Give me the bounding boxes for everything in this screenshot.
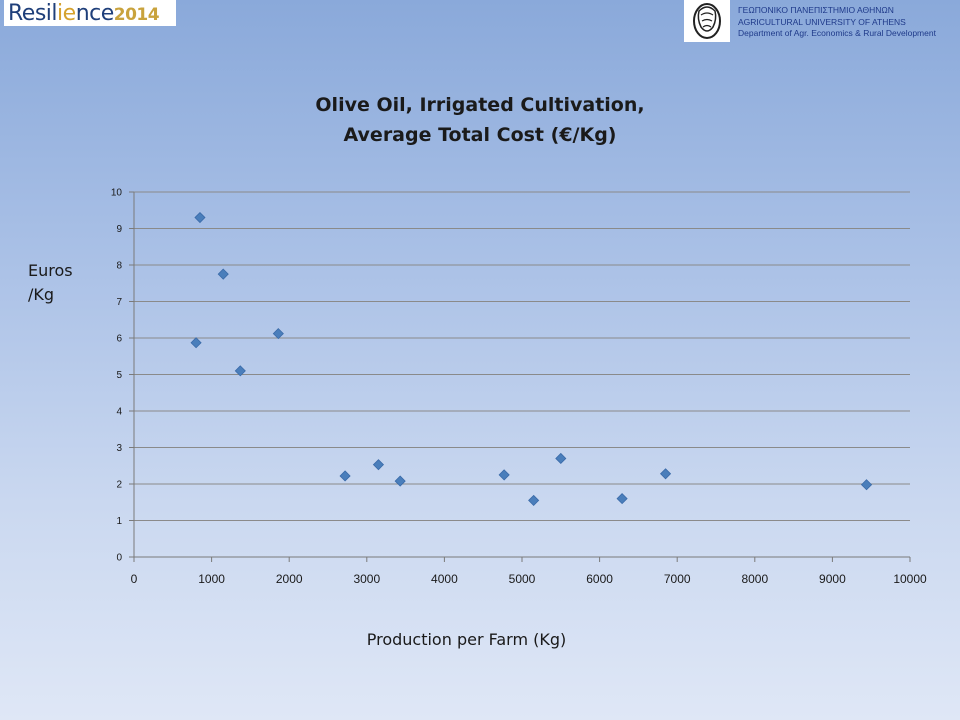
data-point-11 xyxy=(616,493,628,505)
data-point-4 xyxy=(272,328,284,340)
x-tick-label-5000: 5000 xyxy=(509,572,536,586)
department-name: Department of Agr. Economics & Rural Dev… xyxy=(738,28,936,38)
x-tick-label-3000: 3000 xyxy=(353,572,380,586)
chart-title: Olive Oil, Irrigated Cultivation, Averag… xyxy=(200,90,760,150)
uni-name-greek: ΓΕΩΠΟΝΙΚΟ ΠΑΝΕΠΙΣΤΗΜΙΟ ΑΘΗΝΩΝ xyxy=(738,5,894,15)
y-tick-label-2: 2 xyxy=(116,480,122,491)
data-point-5 xyxy=(339,470,351,482)
x-tick-label-10000: 10000 xyxy=(893,572,927,586)
y-tick-label-6: 6 xyxy=(116,334,122,345)
y-tick-label-1: 1 xyxy=(116,516,122,527)
logo-text: Resilience2014 xyxy=(8,0,160,26)
uni-name-english: AGRICULTURAL UNIVERSITY OF ATHENS xyxy=(738,16,906,27)
university-info: ΓΕΩΠΟΝΙΚΟ ΠΑΝΕΠΙΣΤΗΜΙΟ ΑΘΗΝΩΝ AGRICULTUR… xyxy=(738,5,936,40)
data-point-12 xyxy=(659,468,672,480)
x-tick-label-0: 0 xyxy=(131,572,138,586)
chart-title-line2: Average Total Cost (€/Kg) xyxy=(343,124,617,146)
y-tick-label-9: 9 xyxy=(116,224,122,235)
x-tick-label-7000: 7000 xyxy=(664,572,691,586)
y-tick-label-5: 5 xyxy=(116,370,122,381)
y-tick-label-3: 3 xyxy=(116,443,122,454)
y-axis-label-line1: Euros xyxy=(28,261,73,280)
x-tick-label-4000: 4000 xyxy=(431,572,458,586)
y-tick-label-4: 4 xyxy=(116,407,122,418)
y-tick-label-10: 10 xyxy=(111,188,123,199)
university-emblem-icon xyxy=(684,0,730,42)
x-tick-label-9000: 9000 xyxy=(819,572,846,586)
chart-title-line1: Olive Oil, Irrigated Cultivation, xyxy=(315,94,645,116)
y-tick-label-8: 8 xyxy=(116,261,122,272)
data-point-2 xyxy=(190,337,202,349)
x-tick-label-1000: 1000 xyxy=(198,572,225,586)
x-tick-label-8000: 8000 xyxy=(741,572,768,586)
data-point-8 xyxy=(498,469,510,481)
data-point-6 xyxy=(372,459,385,471)
data-point-13 xyxy=(860,479,873,491)
resilience-logo: Resilience2014 xyxy=(4,0,176,26)
y-axis-label: Euros /Kg xyxy=(28,259,78,307)
data-point-0 xyxy=(194,211,206,224)
data-point-3 xyxy=(234,365,246,377)
y-tick-label-0: 0 xyxy=(116,553,122,564)
y-tick-label-7: 7 xyxy=(116,297,122,308)
data-point-7 xyxy=(394,475,406,487)
data-point-1 xyxy=(217,268,229,280)
x-tick-label-6000: 6000 xyxy=(586,572,613,586)
data-point-10 xyxy=(555,452,567,465)
x-tick-label-2000: 2000 xyxy=(276,572,303,586)
x-axis-label: Production per Farm (Kg) xyxy=(366,630,567,649)
y-axis-label-line2: /Kg xyxy=(28,285,55,304)
data-point-9 xyxy=(528,494,540,506)
